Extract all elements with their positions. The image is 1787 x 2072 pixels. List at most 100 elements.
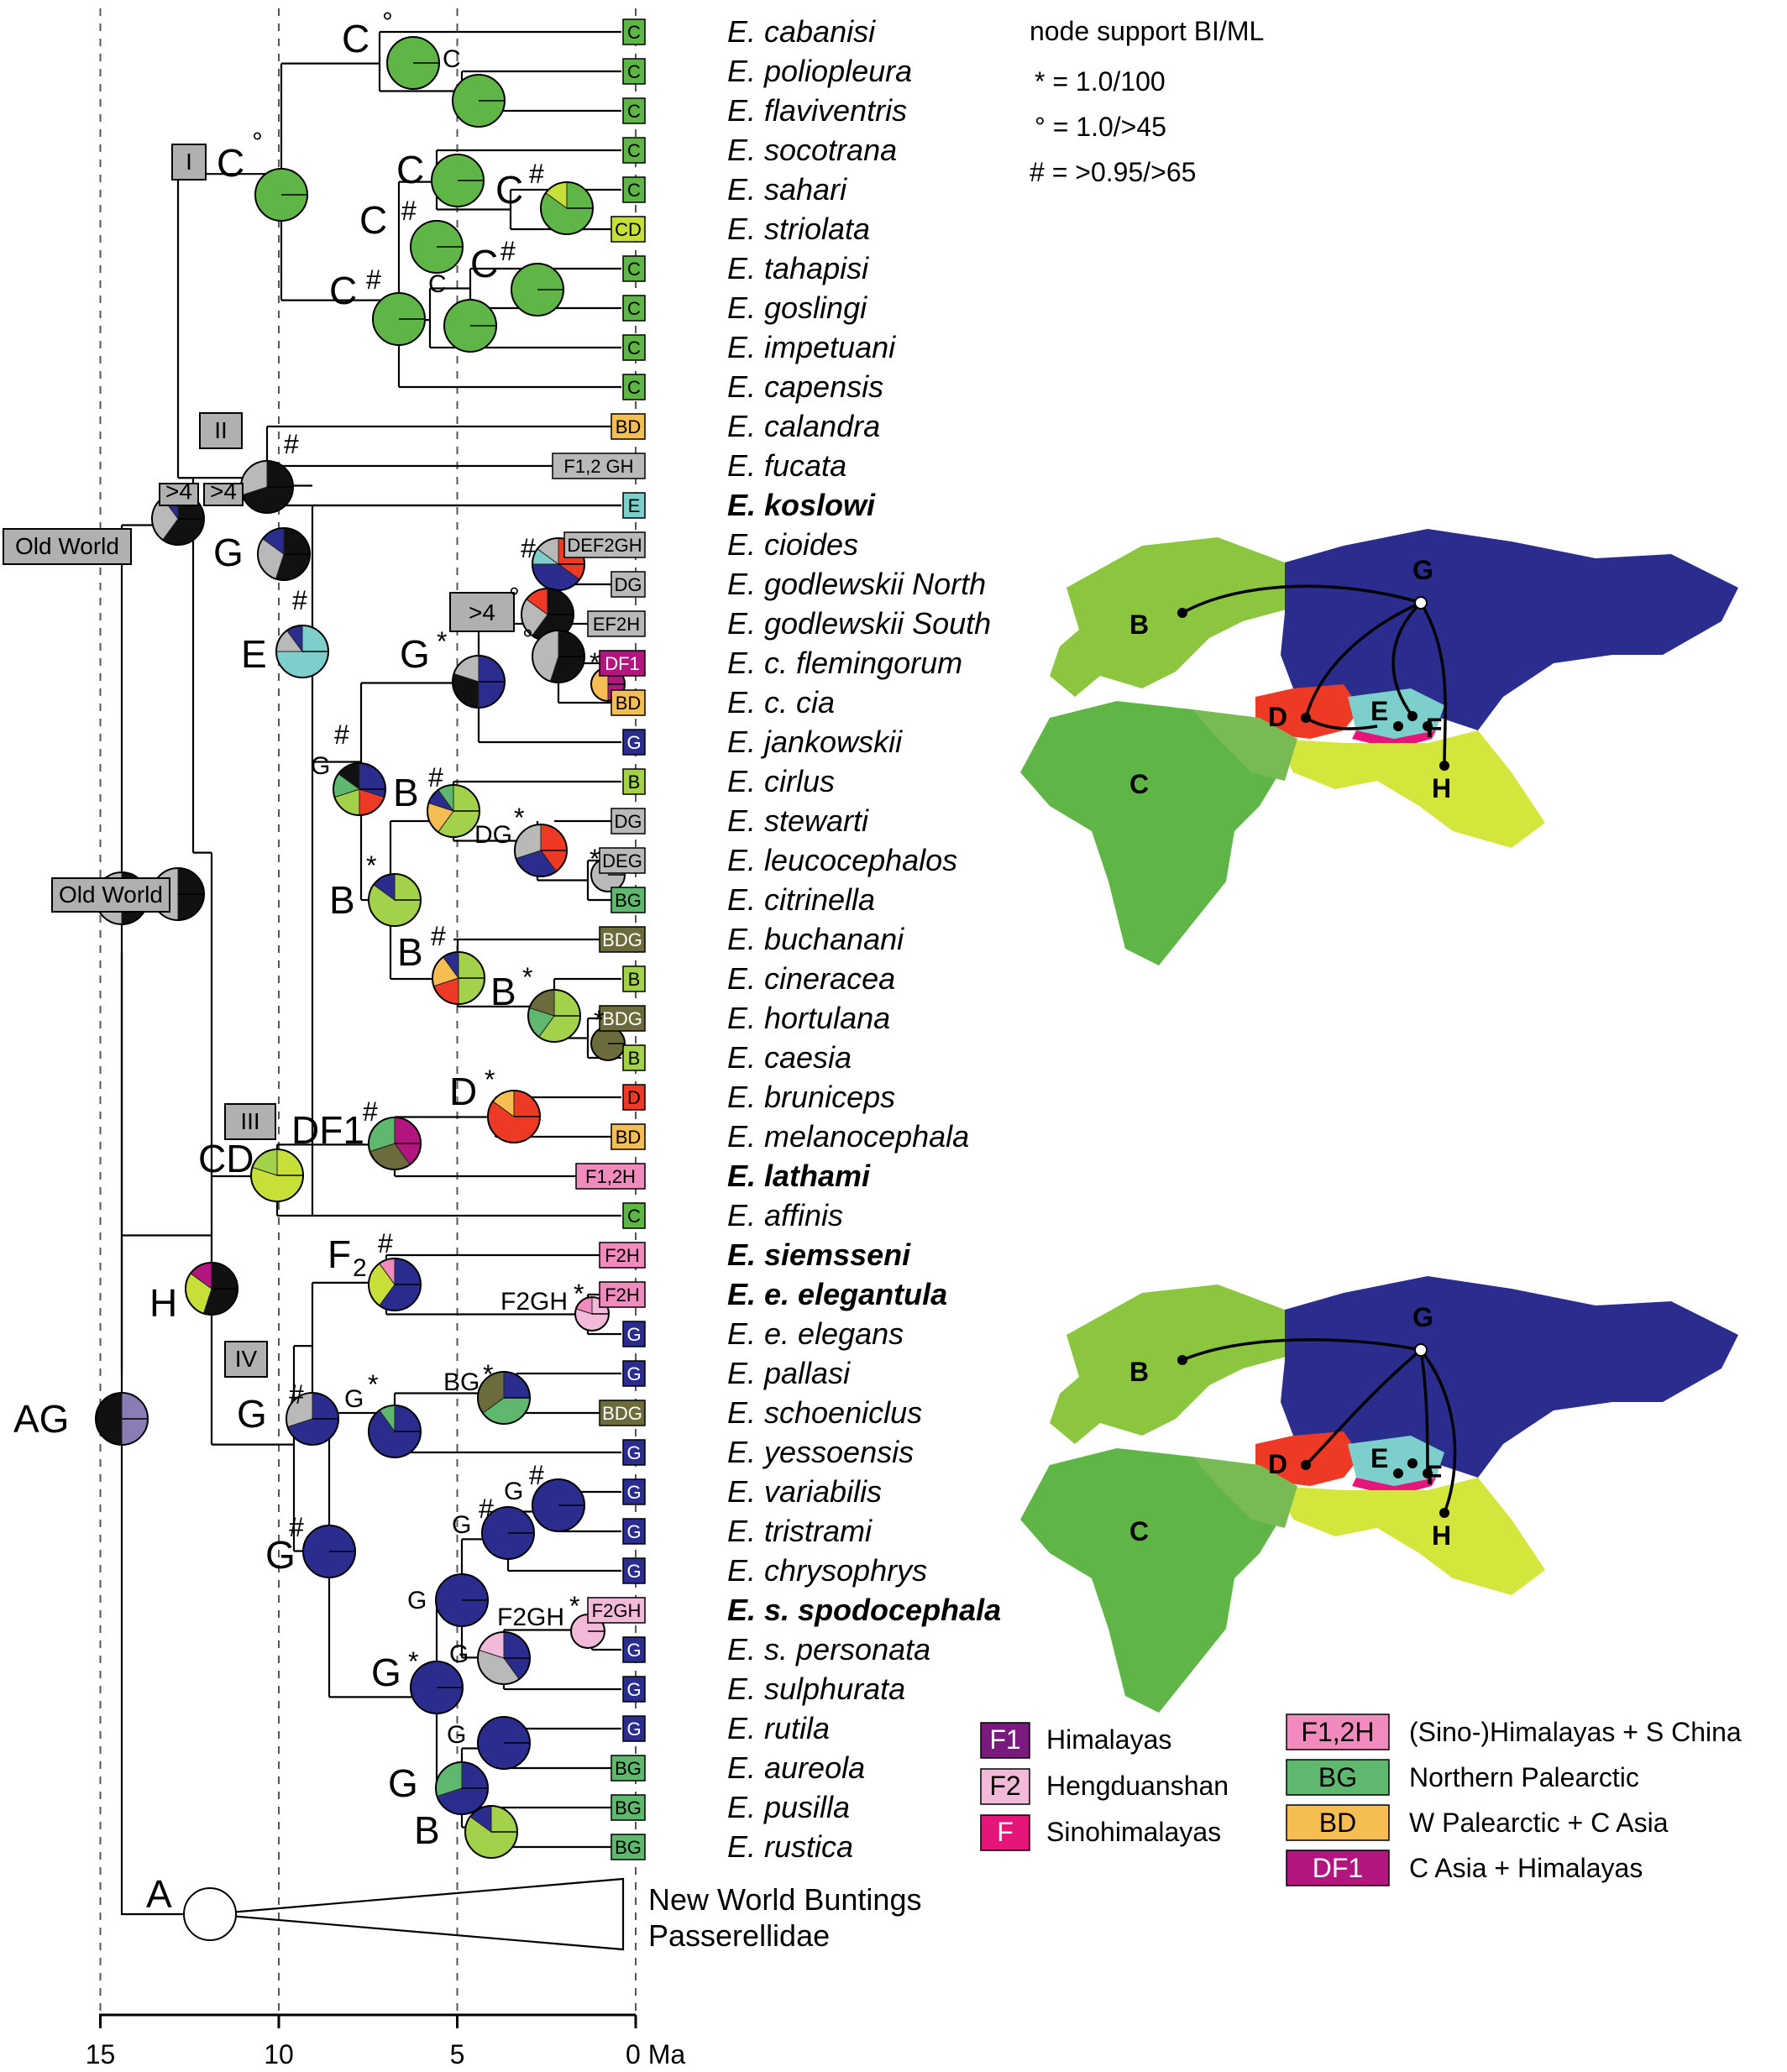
area-box: [611, 689, 646, 716]
area-box-label: G: [626, 1640, 641, 1661]
area-box-label: BG: [615, 890, 642, 911]
area-box: [622, 492, 646, 519]
node-label: B: [393, 771, 419, 814]
region-arabia: [1192, 1457, 1297, 1528]
taxon-name: E. capensis: [727, 369, 883, 404]
node-label: F2GH: [497, 1604, 564, 1631]
pie-g-node: [410, 1661, 464, 1714]
area-box-label: BG: [615, 1797, 642, 1818]
node-label: *: [366, 850, 376, 881]
map-label: D: [1268, 702, 1287, 732]
taxon-name: E. pusilla: [727, 1790, 850, 1824]
area-box: [622, 1439, 646, 1466]
node-label: #: [366, 264, 381, 295]
pie-c-node: [386, 36, 440, 90]
pie-node: [590, 1026, 626, 1061]
area-box-label: EF2H: [593, 614, 640, 635]
axis-tick-label: 15: [86, 2039, 116, 2069]
area-box-label: C: [627, 1206, 641, 1227]
clade-box-label: I: [186, 149, 192, 175]
location-dot: [1407, 711, 1418, 721]
clade-box-label: III: [240, 1108, 259, 1134]
area-box: [622, 1715, 646, 1742]
area-box: [611, 1123, 646, 1150]
dispersal-arrow: [1304, 1348, 1423, 1467]
old-world-box-label: Old World: [15, 533, 119, 559]
clade-box: [224, 1341, 268, 1378]
node-label: B: [414, 1808, 440, 1852]
area-box-label: BD: [616, 416, 642, 437]
node-label: C: [329, 269, 357, 312]
pie-dg-node: [514, 824, 568, 877]
taxon-name: E. e. elegans: [727, 1316, 904, 1351]
node-label: *: [368, 1369, 378, 1400]
legend-swatch: [980, 1768, 1030, 1805]
legend-swatch: [1286, 1759, 1390, 1796]
taxon-name: E. aureola: [727, 1750, 865, 1785]
area-box: [599, 1400, 646, 1426]
map-label: F: [1426, 1460, 1443, 1490]
region-e: [1348, 1436, 1444, 1486]
taxon-name: E. chrysophrys: [727, 1553, 927, 1588]
area-box-label: BDG: [602, 929, 642, 950]
node-label: G: [452, 1511, 471, 1539]
area-box: [622, 1360, 646, 1387]
pie-b-node: [464, 1805, 518, 1859]
legend-label: Northern Palearctic: [1409, 1762, 1639, 1792]
taxon-name: E. schoeniclus: [727, 1395, 922, 1430]
area-box: [611, 1834, 646, 1860]
node-label: G: [449, 1640, 469, 1668]
node-label: G: [447, 1721, 466, 1749]
origin-dot: [1414, 1343, 1428, 1357]
node-label: *: [590, 844, 600, 874]
area-box-label: F2H: [605, 1285, 640, 1305]
old-world-box: [3, 528, 132, 565]
legend-label: Hengduanshan: [1046, 1771, 1229, 1801]
area-box-label: B: [628, 1048, 641, 1069]
area-box-label: G: [626, 1363, 641, 1384]
pie-f2-node: [368, 1258, 422, 1311]
gt4-box: [203, 483, 244, 506]
area-box: [622, 1478, 646, 1505]
node-label: #: [401, 196, 417, 226]
node-label: CD: [198, 1137, 254, 1180]
area-box-label: DEF2GH: [567, 535, 642, 556]
map-label: G: [1412, 555, 1433, 585]
node-label: *: [514, 803, 524, 833]
area-box: [563, 531, 646, 558]
region-h: [1276, 1478, 1545, 1595]
area-box: [622, 58, 646, 85]
node-label: H: [149, 1281, 177, 1325]
clade-box-label: IV: [235, 1346, 258, 1372]
node-label: C: [443, 45, 461, 73]
area-box-label: BD: [616, 693, 642, 714]
node-label: #: [289, 1379, 304, 1410]
area-box: [622, 1321, 646, 1347]
region-f: [1352, 1478, 1436, 1496]
area-box-label: G: [626, 1679, 641, 1700]
legend-code: DF1: [1313, 1853, 1363, 1883]
clade-box: [199, 412, 243, 449]
pie-b-node: [432, 951, 485, 1005]
area-box: [611, 571, 646, 598]
node-label: C: [217, 141, 244, 185]
node-label: C: [495, 168, 523, 212]
pie-b-node: [427, 784, 480, 838]
pie-c-node: [410, 220, 464, 274]
taxon-list: E. cabanisi E. poliopleura E. flaviventris…: [648, 14, 1001, 1953]
node-label: DF1: [291, 1108, 364, 1152]
area-box-label: BD: [616, 1127, 642, 1148]
area-box-label: C: [627, 259, 641, 280]
region-b: [1050, 1285, 1289, 1444]
legend-label: (Sino-)Himalayas + S China: [1409, 1717, 1742, 1747]
pie-b-node: [527, 989, 581, 1043]
node-label: #: [284, 429, 299, 459]
area-box: [622, 1518, 646, 1545]
area-box: [622, 1044, 646, 1071]
area-box-label: C: [627, 140, 641, 161]
old-world-box-label: Old World: [59, 882, 163, 908]
taxon-name: E. bruniceps: [727, 1080, 895, 1114]
dispersal-arrow: [1304, 601, 1422, 719]
pie-g-node: [477, 1716, 531, 1770]
area-box-label: BDG: [602, 1008, 642, 1029]
